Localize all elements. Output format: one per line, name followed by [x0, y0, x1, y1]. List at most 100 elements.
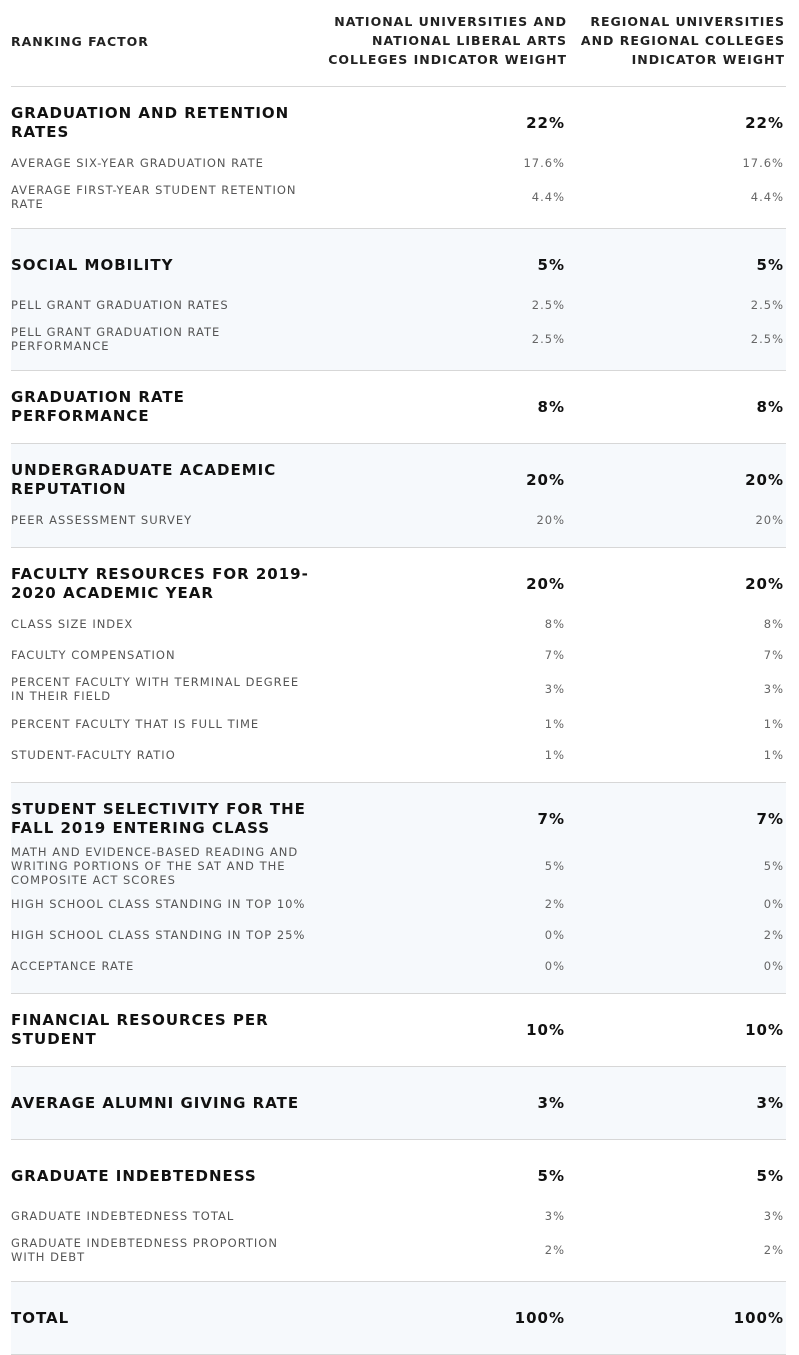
factor-row: STUDENT SELECTIVITY FOR THE FALL 2019 EN… — [11, 795, 786, 843]
factor-group: GRADUATE INDEBTEDNESS 5% 5% GRADUATE INDEBT… — [11, 1140, 786, 1282]
subfactor-regional-weight: 3% — [763, 1208, 784, 1223]
factor-group: UNDERGRADUATE ACADEMIC REPUTATION 20% 20% P… — [11, 444, 786, 548]
header-regional-weight: REGIONAL UNIVERSITIES AND REGIONAL COLLE… — [580, 14, 785, 67]
factor-row: TOTAL 100% 100% — [11, 1294, 786, 1342]
subfactor-regional-weight: 3% — [763, 682, 784, 696]
factor-row: GRADUATION AND RETENTION RATES 22% 22% — [11, 99, 786, 147]
table-body: GRADUATION AND RETENTION RATES 22% 22% AVER… — [11, 87, 786, 1355]
subfactor-row: HIGH SCHOOL CLASS STANDING IN TOP 10% 2% 0… — [11, 888, 786, 919]
subfactor-regional-weight: 2.5% — [750, 332, 784, 346]
factor-label: GRADUATE INDEBTEDNESS — [11, 1166, 257, 1185]
regional-weight: 3% — [756, 1094, 784, 1112]
factor-group: STUDENT SELECTIVITY FOR THE FALL 2019 EN… — [11, 783, 786, 994]
subfactor-regional-weight: 17.6% — [742, 155, 784, 170]
national-weight: 100% — [514, 1309, 565, 1327]
subfactor-row: PERCENT FACULTY WITH TERMINAL DEGREE IN … — [11, 670, 786, 708]
table-header: RANKING FACTOR NATIONAL UNIVERSITIES AND… — [11, 0, 786, 87]
subfactor-row: GRADUATE INDEBTEDNESS TOTAL 3% 3% — [11, 1200, 786, 1231]
factor-label: TOTAL — [11, 1308, 70, 1327]
national-weight: 8% — [537, 398, 565, 416]
national-weight: 5% — [537, 1167, 565, 1185]
national-weight: 20% — [526, 471, 565, 489]
subfactor-label: PELL GRANT GRADUATION RATES — [11, 297, 229, 312]
subfactor-row: FACULTY COMPENSATION 7% 7% — [11, 639, 786, 670]
national-weight: 3% — [537, 1094, 565, 1112]
subfactor-label: MATH AND EVIDENCE-BASED READING AND WRIT… — [11, 844, 299, 887]
factor-label: FINANCIAL RESOURCES PER STUDENT — [11, 1011, 269, 1048]
factor-label: UNDERGRADUATE ACADEMIC REPUTATION — [11, 461, 277, 498]
subfactor-row: MATH AND EVIDENCE-BASED READING AND WRIT… — [11, 843, 786, 888]
ranking-table: RANKING FACTOR NATIONAL UNIVERSITIES AND… — [11, 0, 786, 1355]
regional-weight: 5% — [756, 1167, 784, 1185]
subfactor-regional-weight: 4.4% — [750, 190, 784, 204]
subfactor-national-weight: 1% — [544, 747, 565, 762]
factor-group: AVERAGE ALUMNI GIVING RATE 3% 3% — [11, 1067, 786, 1140]
national-weight: 10% — [526, 1021, 565, 1039]
subfactor-regional-weight: 1% — [763, 716, 784, 731]
subfactor-label: HIGH SCHOOL CLASS STANDING IN TOP 10% — [11, 896, 306, 911]
subfactor-national-weight: 20% — [536, 512, 565, 527]
factor-row: GRADUATE INDEBTEDNESS 5% 5% — [11, 1152, 786, 1200]
subfactor-regional-weight: 0% — [763, 958, 784, 973]
regional-weight: 100% — [733, 1309, 784, 1327]
subfactor-national-weight: 2% — [544, 1243, 565, 1257]
subfactor-national-weight: 0% — [544, 958, 565, 973]
factor-row: GRADUATION RATE PERFORMANCE 8% 8% — [11, 383, 786, 431]
factor-label: GRADUATION RATE PERFORMANCE — [11, 388, 185, 425]
header-national-weight: NATIONAL UNIVERSITIES AND NATIONAL LIBER… — [328, 14, 567, 67]
subfactor-row: PELL GRANT GRADUATION RATE PERFORMANCE 2.… — [11, 320, 786, 358]
subfactor-national-weight: 2.5% — [531, 297, 565, 312]
subfactor-row: AVERAGE SIX-YEAR GRADUATION RATE 17.6% 17.… — [11, 147, 786, 178]
factor-group: SOCIAL MOBILITY 5% 5% PELL GRANT GRADUATION… — [11, 229, 786, 371]
subfactor-label: AVERAGE SIX-YEAR GRADUATION RATE — [11, 155, 264, 170]
subfactor-national-weight: 4.4% — [531, 190, 565, 204]
subfactor-national-weight: 17.6% — [523, 155, 565, 170]
factor-group: GRADUATION RATE PERFORMANCE 8% 8% — [11, 371, 786, 444]
subfactor-national-weight: 5% — [544, 858, 565, 873]
regional-weight: 20% — [745, 471, 784, 489]
factor-row: FINANCIAL RESOURCES PER STUDENT 10% 10% — [11, 1006, 786, 1054]
subfactor-national-weight: 1% — [544, 716, 565, 731]
factor-label: STUDENT SELECTIVITY FOR THE FALL 2019 EN… — [11, 800, 306, 837]
subfactor-row: CLASS SIZE INDEX 8% 8% — [11, 608, 786, 639]
regional-weight: 5% — [756, 256, 784, 274]
national-weight: 7% — [537, 810, 565, 828]
national-weight: 22% — [526, 114, 565, 132]
subfactor-national-weight: 2% — [544, 896, 565, 911]
subfactor-row: HIGH SCHOOL CLASS STANDING IN TOP 25% 0% 2… — [11, 919, 786, 950]
subfactor-regional-weight: 2% — [763, 927, 784, 942]
subfactor-regional-weight: 2% — [763, 1243, 784, 1257]
factor-row: SOCIAL MOBILITY 5% 5% — [11, 241, 786, 289]
regional-weight: 20% — [745, 575, 784, 593]
subfactor-row: GRADUATE INDEBTEDNESS PROPORTION WITH DE… — [11, 1231, 786, 1269]
subfactor-label: PERCENT FACULTY THAT IS FULL TIME — [11, 716, 260, 731]
factor-label: GRADUATION AND RETENTION RATES — [11, 104, 290, 141]
regional-weight: 8% — [756, 398, 784, 416]
factor-row: AVERAGE ALUMNI GIVING RATE 3% 3% — [11, 1079, 786, 1127]
regional-weight: 22% — [745, 114, 784, 132]
subfactor-label: AVERAGE FIRST-YEAR STUDENT RETENTION RAT… — [11, 183, 297, 211]
subfactor-label: PEER ASSESSMENT SURVEY — [11, 512, 193, 527]
subfactor-national-weight: 3% — [544, 1208, 565, 1223]
national-weight: 5% — [537, 256, 565, 274]
subfactor-national-weight: 7% — [544, 647, 565, 662]
subfactor-row: PEER ASSESSMENT SURVEY 20% 20% — [11, 504, 786, 535]
subfactor-regional-weight: 20% — [755, 512, 784, 527]
subfactor-row: PELL GRANT GRADUATION RATES 2.5% 2.5% — [11, 289, 786, 320]
subfactor-row: STUDENT-FACULTY RATIO 1% 1% — [11, 739, 786, 770]
subfactor-regional-weight: 2.5% — [750, 297, 784, 312]
subfactor-national-weight: 2.5% — [531, 332, 565, 346]
subfactor-label: CLASS SIZE INDEX — [11, 616, 134, 631]
subfactor-regional-weight: 8% — [763, 616, 784, 631]
factor-group: FINANCIAL RESOURCES PER STUDENT 10% 10% — [11, 994, 786, 1067]
factor-row: UNDERGRADUATE ACADEMIC REPUTATION 20% 20% — [11, 456, 786, 504]
subfactor-national-weight: 0% — [544, 927, 565, 942]
subfactor-national-weight: 3% — [544, 682, 565, 696]
factor-row: FACULTY RESOURCES FOR 2019-2020 ACADEMIC… — [11, 560, 786, 608]
subfactor-label: STUDENT-FACULTY RATIO — [11, 747, 176, 762]
subfactor-label: FACULTY COMPENSATION — [11, 647, 176, 662]
subfactor-row: ACCEPTANCE RATE 0% 0% — [11, 950, 786, 981]
subfactor-regional-weight: 5% — [763, 858, 784, 873]
factor-group: FACULTY RESOURCES FOR 2019-2020 ACADEMIC… — [11, 548, 786, 783]
subfactor-national-weight: 8% — [544, 616, 565, 631]
